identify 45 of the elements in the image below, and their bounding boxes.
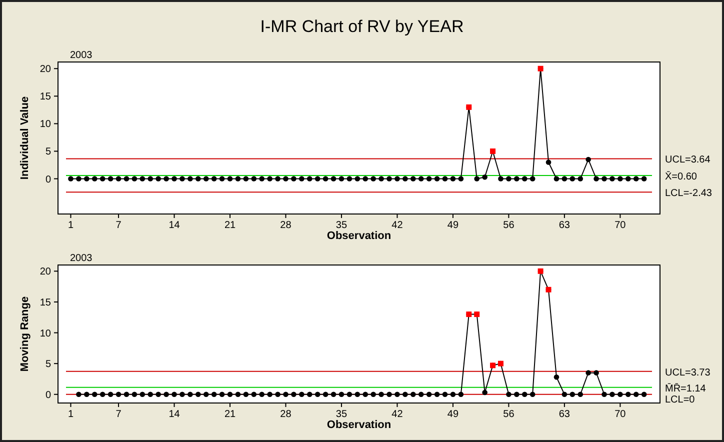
ref-line-label: UCL=3.73	[665, 367, 711, 378]
chart-subtitle: 2003	[70, 253, 93, 264]
y-tick-label: 5	[45, 359, 52, 370]
x-tick-label: 42	[392, 220, 404, 231]
x-tick-label: 56	[503, 220, 515, 231]
y-tick-label: 0	[45, 390, 52, 401]
x-tick-label: 1	[68, 409, 74, 420]
y-axis-title: Individual Value	[19, 96, 31, 180]
ref-line-label: LCL=-2.43	[665, 188, 712, 200]
chart-title: I-MR Chart of RV by YEAR	[260, 17, 464, 36]
y-tick-label: 20	[40, 64, 52, 76]
x-axis-title: Observation	[326, 230, 392, 242]
x-tick-label: 14	[168, 220, 180, 231]
chart-subtitle: 2003	[70, 50, 93, 61]
x-tick-label: 7	[116, 409, 122, 420]
y-tick-label: 20	[40, 266, 52, 278]
x-tick-label: 56	[503, 409, 515, 420]
y-tick-label: 0	[45, 174, 52, 186]
ref-line-label: M̄R̄=1.14	[665, 382, 706, 394]
ref-line-label: X̄=0.60	[665, 170, 698, 182]
y-tick-label: 10	[40, 119, 52, 130]
x-tick-label: 28	[280, 220, 292, 231]
y-tick-label: 10	[40, 328, 52, 340]
x-tick-label: 21	[224, 409, 236, 420]
ref-line-label: LCL=0	[665, 394, 696, 406]
x-tick-label: 70	[614, 220, 626, 231]
x-tick-label: 70	[614, 409, 626, 420]
x-axis-title: Observation	[326, 419, 392, 431]
x-tick-label: 63	[558, 409, 570, 420]
x-tick-label: 1	[68, 220, 74, 231]
x-tick-label: 63	[558, 220, 570, 231]
y-axis-title: Moving Range	[19, 296, 31, 372]
x-tick-label: 35	[336, 409, 348, 420]
x-tick-label: 49	[447, 409, 459, 420]
y-tick-label: 15	[40, 297, 52, 308]
x-tick-label: 14	[168, 409, 180, 420]
x-tick-label: 28	[280, 409, 292, 420]
y-tick-label: 5	[45, 146, 52, 158]
x-tick-label: 21	[224, 220, 236, 231]
ref-line-label: UCL=3.64	[665, 154, 711, 166]
x-tick-label: 42	[392, 409, 404, 420]
y-tick-label: 15	[40, 92, 52, 103]
x-tick-label: 35	[336, 220, 348, 231]
x-tick-label: 49	[447, 220, 459, 231]
x-tick-label: 7	[116, 220, 122, 231]
